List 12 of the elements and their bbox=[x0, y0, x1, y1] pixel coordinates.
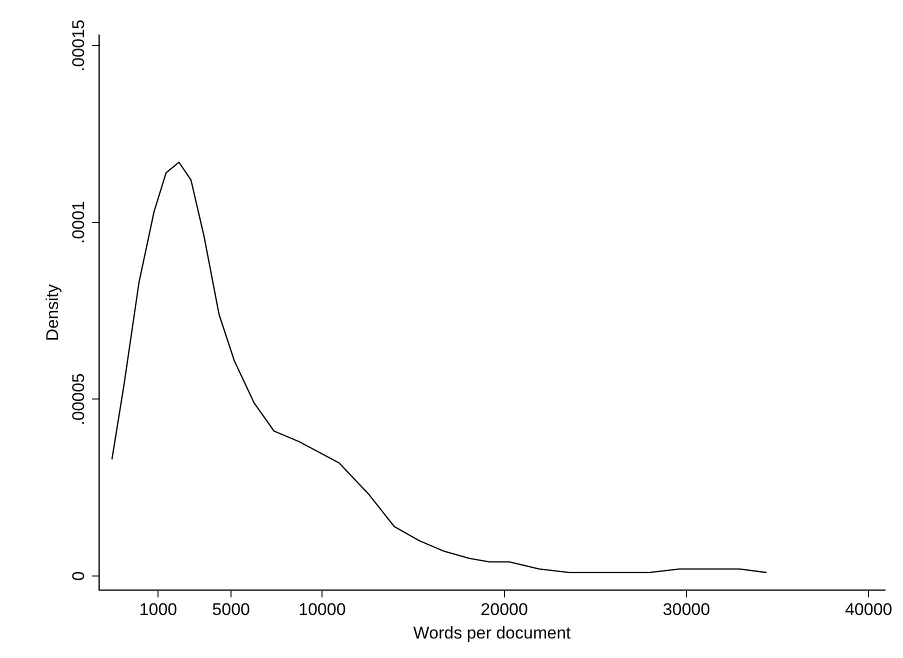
y-tick-label: 0 bbox=[69, 571, 88, 581]
x-tick-label: 5000 bbox=[212, 600, 250, 620]
y-tick-label: .00005 bbox=[69, 373, 88, 426]
y-axis-title: Density bbox=[43, 284, 62, 341]
x-axis-title: Words per document bbox=[413, 623, 572, 642]
x-tick-label: 40000 bbox=[844, 600, 892, 620]
x-tick-label: 1000 bbox=[139, 600, 178, 620]
y-tick-label: .00015 bbox=[69, 20, 88, 72]
x-tick-label: 10000 bbox=[298, 600, 346, 620]
x-tick-label: 30000 bbox=[662, 600, 710, 620]
y-tick-label: .0001 bbox=[69, 201, 88, 244]
x-tick-label: 20000 bbox=[480, 600, 528, 620]
